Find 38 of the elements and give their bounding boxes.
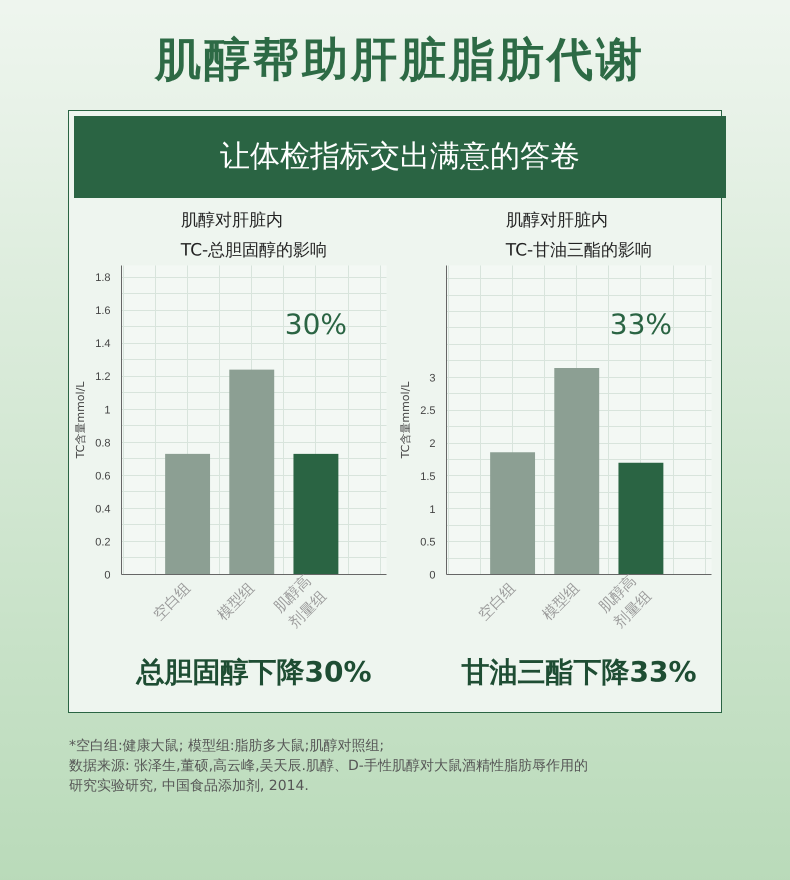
x-tick-label: 空白组 <box>149 579 194 624</box>
y-tick-label: 1.5 <box>420 470 436 483</box>
x-tick-label: 肌醇高 剂量组 <box>270 571 330 632</box>
y-tick-label: 1.4 <box>95 338 111 350</box>
bar <box>618 462 664 574</box>
x-tick-label: 模型组 <box>538 579 584 624</box>
y-tick-label: 1.2 <box>95 371 111 384</box>
y-tick-label: 1 <box>429 504 436 516</box>
source-note: 数据来源: 张泽生,董硕,高云峰,吴天辰.肌醇、D-手性肌醇对大鼠酒精性脂肪辱作用的研究实验研究, 中国食品添加剂, 2014. <box>69 758 588 794</box>
chart-title: 肌醇对肝脏内 TC-总胆固醇的影响 <box>180 210 328 260</box>
y-tick-label: 2.5 <box>420 405 436 418</box>
x-tick-label: 空白组 <box>474 579 519 624</box>
annotation: 33% <box>610 308 672 341</box>
y-tick-label: 0 <box>429 570 436 582</box>
y-axis-title: TC含量mmol/L <box>74 380 88 460</box>
y-tick-label: 0.6 <box>95 470 111 482</box>
y-tick-label: 0.2 <box>95 536 111 548</box>
x-tick-label: 模型组 <box>214 579 258 624</box>
text: 总胆固醇下降30% <box>135 656 372 688</box>
y-tick-label: 3 <box>429 372 436 384</box>
y-tick-label: 2 <box>429 438 436 450</box>
y-tick-label: 0.4 <box>95 503 111 516</box>
y-tick-label: 0.5 <box>420 536 436 549</box>
x-tick-label: 肌醇高 剂量组 <box>595 571 655 632</box>
text: 让体检指标交出满意的答卷 <box>220 138 580 176</box>
text: 甘油三酯下降33% <box>460 656 697 688</box>
text: *空白组:健康大鼠; 模型组:脂肪多大鼠;肌醇对照组; <box>69 738 384 754</box>
y-tick-label: 1.8 <box>95 272 111 284</box>
y-axis-title: TC含量mmol/L <box>399 380 412 460</box>
annotation: 30% <box>284 308 348 341</box>
y-tick-label: 0 <box>104 570 111 582</box>
y-tick-label: 0.8 <box>95 437 111 450</box>
y-tick-label: 1 <box>104 404 111 416</box>
chart-title: 肌醇对肝脏内 TC-甘油三酯的影响 <box>504 210 652 260</box>
bar <box>490 452 536 574</box>
text: 肌醇帮助肝脏脂肪代谢 <box>155 31 645 88</box>
bar <box>554 368 600 574</box>
y-tick-label: 1.6 <box>95 305 111 318</box>
